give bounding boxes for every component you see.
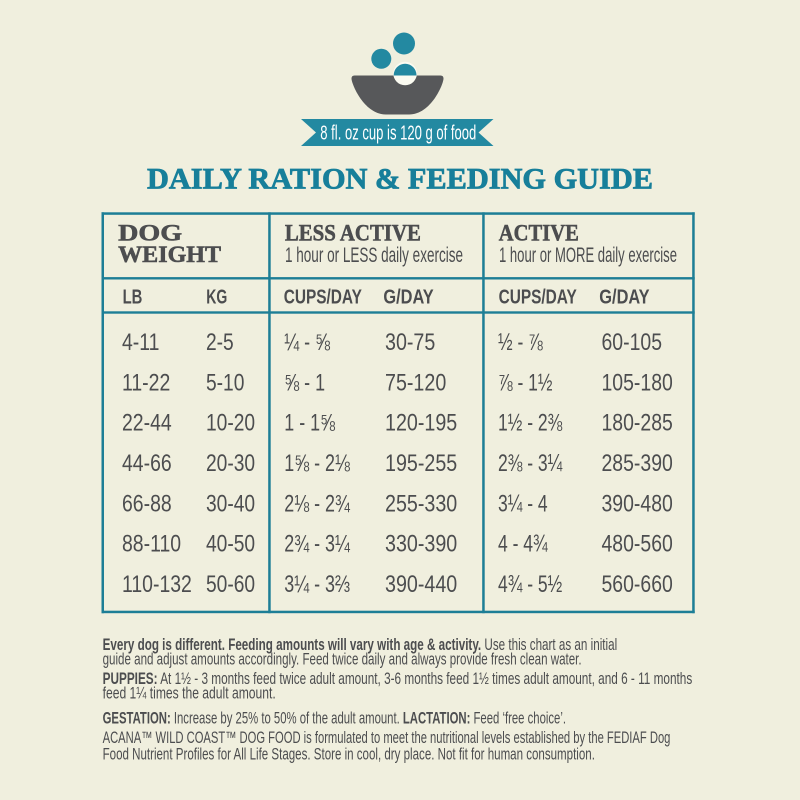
svg-text:DOG: DOG — [118, 221, 182, 246]
svg-text:390-480: 390-480 — [602, 489, 673, 516]
svg-text:88-110: 88-110 — [122, 530, 181, 557]
svg-text:DAILY RATION & FEEDING GUIDE: DAILY RATION & FEEDING GUIDE — [147, 163, 653, 196]
svg-text:ACTIVE: ACTIVE — [499, 221, 579, 246]
svg-text:feed 1¼ times the adult amount: feed 1¼ times the adult amount. — [103, 685, 276, 703]
svg-text:480-560: 480-560 — [602, 530, 673, 557]
svg-text:105-180: 105-180 — [602, 368, 673, 395]
svg-text:110-132: 110-132 — [122, 570, 192, 597]
svg-text:CUPS/DAY: CUPS/DAY — [499, 287, 578, 309]
svg-text:10-20: 10-20 — [206, 409, 255, 437]
svg-text:G/DAY: G/DAY — [599, 287, 650, 309]
svg-text:1½ - 2⅜: 1½ - 2⅜ — [498, 410, 563, 436]
svg-text:KG: KG — [206, 287, 227, 309]
svg-text:4-11: 4-11 — [122, 328, 159, 355]
svg-text:¼ - ⅝: ¼ - ⅝ — [284, 330, 330, 356]
svg-text:20-30: 20-30 — [206, 449, 255, 477]
svg-text:40-50: 40-50 — [206, 530, 255, 558]
svg-text:3¼ - 4: 3¼ - 4 — [498, 491, 548, 517]
svg-text:50-60: 50-60 — [206, 570, 255, 598]
svg-text:390-440: 390-440 — [385, 570, 457, 597]
svg-text:½ - ⅞: ½ - ⅞ — [498, 329, 543, 355]
svg-text:⅝ - 1: ⅝ - 1 — [284, 370, 325, 396]
svg-text:8 fl. oz cup is 120 g of food: 8 fl. oz cup is 120 g of food — [320, 122, 476, 144]
svg-text:guide and adjust amounts accor: guide and adjust amounts accordingly. Fe… — [103, 650, 582, 668]
svg-text:2¾ - 3¼: 2¾ - 3¼ — [284, 531, 350, 557]
svg-text:WEIGHT: WEIGHT — [118, 242, 221, 267]
svg-text:1 hour or LESS daily exercise: 1 hour or LESS daily exercise — [285, 244, 463, 267]
svg-text:30-40: 30-40 — [206, 489, 255, 517]
svg-text:Every dog is different. Feedin: Every dog is different. Feeding amounts … — [103, 636, 618, 654]
svg-text:5-10: 5-10 — [206, 368, 244, 396]
svg-text:195-255: 195-255 — [385, 449, 457, 476]
svg-text:3¼ - 3⅔: 3¼ - 3⅔ — [284, 572, 350, 598]
svg-text:255-330: 255-330 — [385, 489, 457, 516]
svg-text:22-44: 22-44 — [122, 409, 172, 436]
svg-text:G/DAY: G/DAY — [383, 287, 434, 309]
svg-text:2-5: 2-5 — [206, 328, 234, 356]
svg-text:60-105: 60-105 — [602, 328, 663, 355]
svg-text:CUPS/DAY: CUPS/DAY — [284, 287, 363, 309]
svg-text:285-390: 285-390 — [602, 449, 673, 476]
svg-text:560-660: 560-660 — [602, 570, 673, 597]
svg-text:⅞ - 1½: ⅞ - 1½ — [498, 370, 553, 396]
svg-text:44-66: 44-66 — [122, 449, 172, 476]
svg-text:LESS ACTIVE: LESS ACTIVE — [285, 221, 421, 246]
svg-text:1 hour or MORE daily exercise: 1 hour or MORE daily exercise — [499, 244, 677, 267]
svg-text:Food Nutrient Profiles for All: Food Nutrient Profiles for All Life Stag… — [103, 746, 595, 764]
svg-text:4 - 4¾: 4 - 4¾ — [498, 531, 548, 557]
svg-text:1 - 1⅝: 1 - 1⅝ — [284, 410, 335, 436]
svg-text:66-88: 66-88 — [122, 489, 172, 516]
svg-text:120-195: 120-195 — [385, 409, 457, 436]
svg-text:330-390: 330-390 — [385, 530, 457, 557]
svg-text:75-120: 75-120 — [385, 368, 446, 395]
svg-text:2⅜ - 3¼: 2⅜ - 3¼ — [498, 450, 563, 476]
svg-text:30-75: 30-75 — [385, 328, 435, 355]
svg-text:4¾ - 5½: 4¾ - 5½ — [498, 571, 562, 597]
svg-text:180-285: 180-285 — [602, 409, 673, 436]
svg-text:GESTATION: Increase by 25% to: GESTATION: Increase by 25% to 50% of the… — [103, 708, 566, 727]
svg-text:PUPPIES: At 1½ - 3 months feed: PUPPIES: At 1½ - 3 months feed twice adu… — [103, 670, 693, 688]
svg-text:ACANA™ WILD COAST™ DOG FOOD is: ACANA™ WILD COAST™ DOG FOOD is formulate… — [103, 728, 671, 747]
svg-text:11-22: 11-22 — [122, 368, 170, 395]
svg-text:2⅛ - 2¾: 2⅛ - 2¾ — [284, 491, 350, 517]
svg-text:1⅝ - 2⅛: 1⅝ - 2⅛ — [284, 451, 350, 477]
svg-text:LB: LB — [123, 287, 143, 309]
